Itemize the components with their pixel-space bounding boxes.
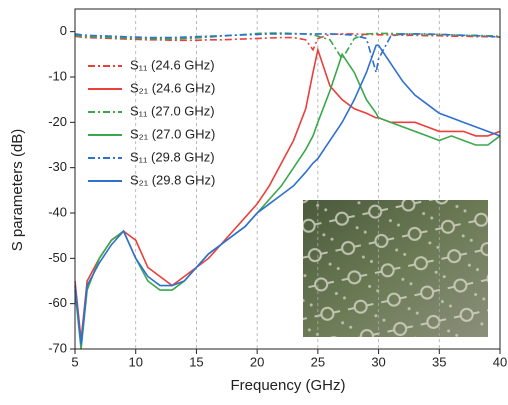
series-line xyxy=(74,33,501,52)
x-tick-label: 15 xyxy=(189,354,203,369)
y-tick-label: -30 xyxy=(48,159,67,174)
x-tick-label: 10 xyxy=(128,354,142,369)
x-tick-label: 30 xyxy=(371,354,385,369)
series-line xyxy=(74,52,501,350)
plot-frame xyxy=(74,8,501,350)
y-tick-label: -10 xyxy=(48,68,67,83)
legend-label: S₂₁ (24.6 GHz) xyxy=(130,80,215,95)
legend-label: S₂₁ (29.8 GHz) xyxy=(130,172,215,187)
y-tick-label: -40 xyxy=(48,204,67,219)
series-line xyxy=(74,33,501,73)
series-line xyxy=(74,32,501,61)
x-tick-label: 35 xyxy=(432,354,446,369)
series-line xyxy=(74,46,501,341)
legend-label: S₂₁ (27.0 GHz) xyxy=(130,126,215,141)
x-tick-label: 25 xyxy=(311,354,325,369)
inset-photo xyxy=(303,200,488,337)
series-line xyxy=(74,44,501,345)
y-axis-label: S parameters (dB) xyxy=(9,129,26,252)
legend-label: S₁₁ (27.0 GHz) xyxy=(130,103,215,118)
y-tick-label: -60 xyxy=(48,295,67,310)
x-tick-label: 20 xyxy=(250,354,264,369)
y-tick-label: -50 xyxy=(48,250,67,265)
y-tick-label: -20 xyxy=(48,114,67,129)
x-axis-label: Frequency (GHz) xyxy=(230,377,345,394)
x-tick-label: 40 xyxy=(493,354,507,369)
y-tick-label: -70 xyxy=(48,340,67,355)
legend-label: S₁₁ (29.8 GHz) xyxy=(130,149,215,164)
x-tick-label: 5 xyxy=(71,354,78,369)
legend-label: S₁₁ (24.6 GHz) xyxy=(130,57,215,72)
y-tick-label: 0 xyxy=(60,23,67,38)
